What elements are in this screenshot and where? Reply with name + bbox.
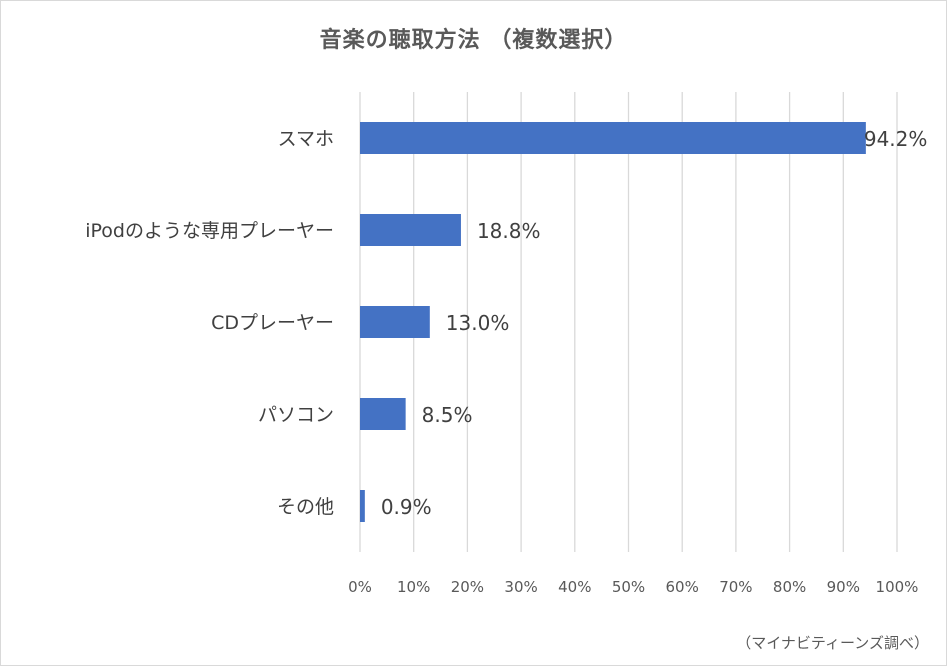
data-label: 94.2% — [864, 127, 928, 151]
category-label: パソコン — [258, 404, 334, 426]
x-tick-labels: 0% 10% 20% 30% 40% 50% 60% 70% 80% 90% 100% — [348, 578, 918, 596]
bar — [360, 122, 866, 154]
x-tick-label: 40% — [558, 578, 591, 596]
x-tick-label: 10% — [397, 578, 430, 596]
category-label: スマホ — [278, 128, 334, 150]
data-label: 8.5% — [422, 403, 473, 427]
x-tick-label: 80% — [773, 578, 806, 596]
x-tick-label: 30% — [504, 578, 537, 596]
x-tick-label: 60% — [666, 578, 699, 596]
category-label: iPodのような専用プレーヤー — [85, 220, 334, 242]
bars — [360, 122, 866, 522]
data-label: 18.8% — [477, 219, 541, 243]
chart-title: 音楽の聴取方法 （複数選択） — [319, 28, 628, 53]
category-label: その他 — [277, 496, 334, 518]
category-label: CDプレーヤー — [211, 312, 334, 334]
bar — [360, 306, 430, 338]
data-label: 13.0% — [446, 311, 510, 335]
bar — [360, 490, 365, 522]
source-note: （マイナビティーンズ調べ） — [736, 634, 929, 652]
gridlines — [359, 92, 898, 552]
x-tick-label: 90% — [827, 578, 860, 596]
x-tick-label: 70% — [719, 578, 752, 596]
x-tick-label: 50% — [612, 578, 645, 596]
bar — [360, 214, 461, 246]
x-tick-label: 100% — [876, 578, 919, 596]
x-tick-label: 0% — [348, 578, 372, 596]
x-tick-label: 20% — [451, 578, 484, 596]
data-labels: 94.2% 18.8% 13.0% 8.5% 0.9% — [381, 127, 928, 519]
bar — [360, 398, 406, 430]
data-label: 0.9% — [381, 495, 432, 519]
